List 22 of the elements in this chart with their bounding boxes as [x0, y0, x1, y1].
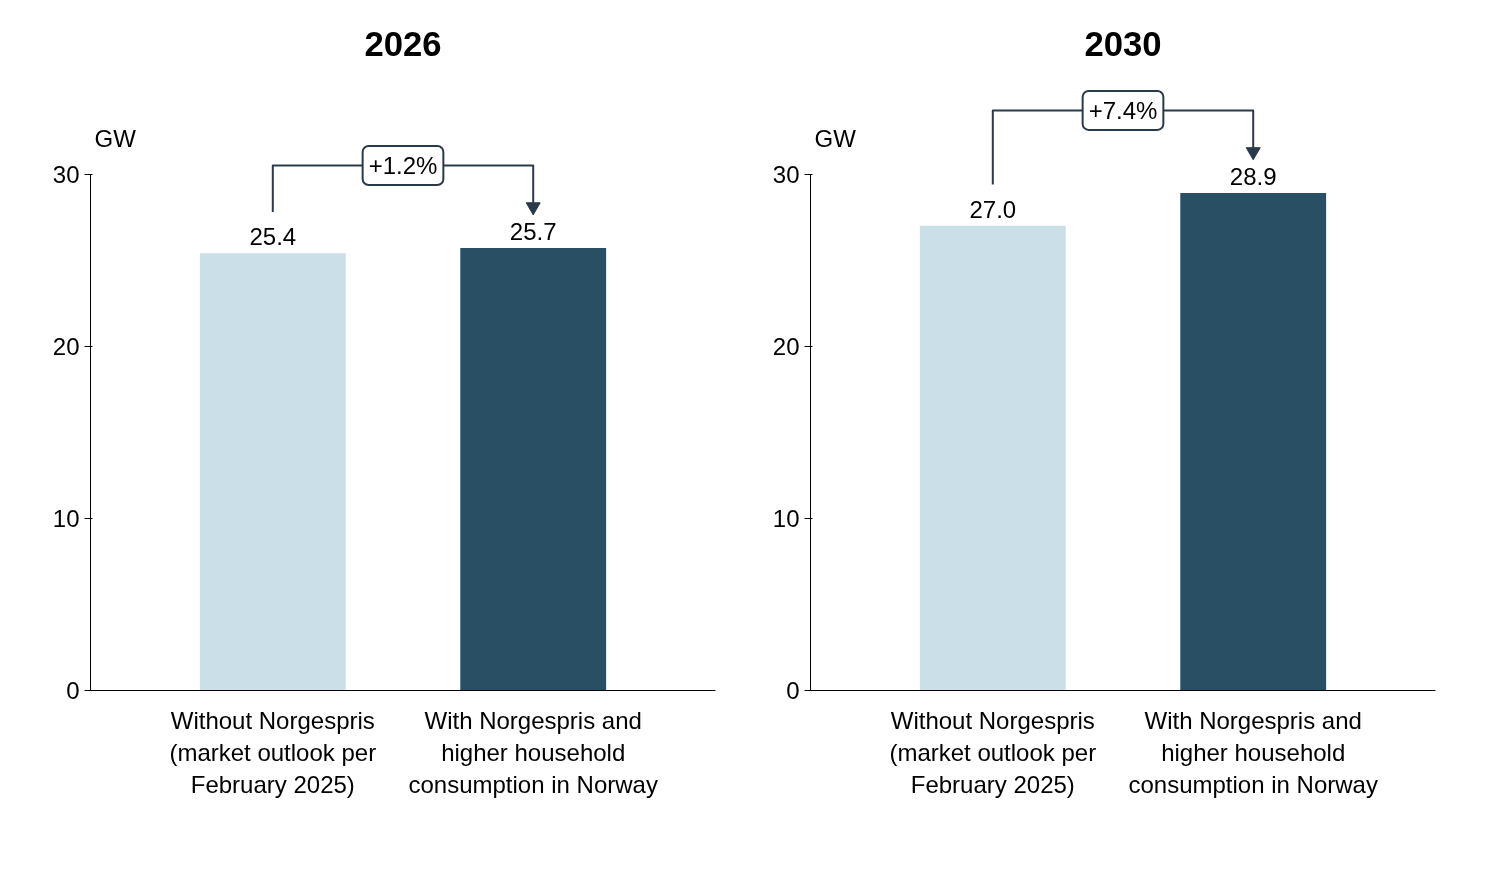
y-axis-title: GW: [814, 125, 857, 153]
y-axis-title: GW: [94, 125, 137, 153]
y-tick-label: 0: [66, 677, 80, 704]
x-tick-label: Without Norgespris (market outlook per February 2025): [169, 706, 377, 799]
y-tick-label: 20: [772, 332, 800, 360]
y-tick-label: 30: [772, 160, 800, 188]
x-tick-label: Without Norgespris (market outlook per February 2025): [889, 706, 1097, 799]
chart-title: 2030: [1084, 24, 1162, 63]
annotation: +1.2%: [368, 152, 438, 179]
y-tick-label: 10: [772, 504, 800, 532]
x-tick-label: With Norgespris and higher household consumption in Norway: [408, 706, 658, 799]
data-label: 25.7: [509, 218, 557, 246]
y-tick-label: 10: [52, 504, 80, 532]
x-tick-label: With Norgespris and higher household consumption in Norway: [1128, 706, 1378, 799]
y-tick-label: 20: [52, 332, 80, 360]
data-label: 28.9: [1229, 163, 1277, 191]
data-label: 25.4: [249, 223, 297, 251]
chart-title: 2026: [364, 24, 442, 63]
text: +7.4%: [1088, 96, 1158, 124]
y-tick-label: 0: [786, 677, 800, 704]
data-label: 27.0: [969, 195, 1017, 223]
y-tick-label: 30: [52, 160, 80, 188]
